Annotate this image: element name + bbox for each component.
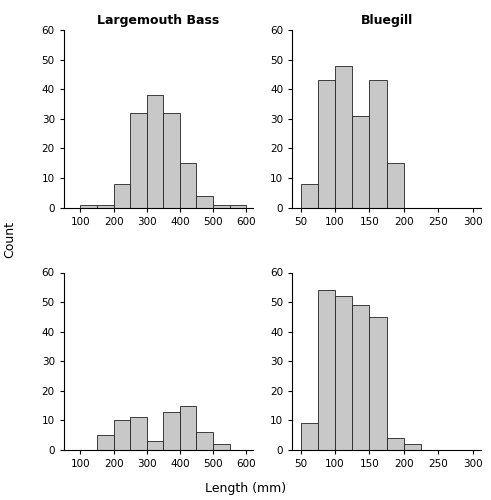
- Text: Count: Count: [3, 222, 16, 258]
- Bar: [180, 406, 196, 450]
- Bar: [318, 80, 335, 208]
- Bar: [147, 441, 164, 450]
- Bar: [147, 95, 164, 208]
- Bar: [164, 113, 180, 208]
- Bar: [213, 444, 230, 450]
- Bar: [97, 204, 113, 208]
- Bar: [404, 444, 421, 450]
- Bar: [300, 424, 318, 450]
- Bar: [300, 184, 318, 208]
- Bar: [113, 184, 130, 208]
- Bar: [369, 317, 387, 450]
- Bar: [164, 412, 180, 450]
- Bar: [180, 163, 196, 208]
- Bar: [130, 418, 147, 450]
- Bar: [318, 290, 335, 450]
- Bar: [387, 163, 404, 208]
- Bar: [81, 204, 97, 208]
- Bar: [369, 80, 387, 208]
- Bar: [196, 432, 213, 450]
- Bar: [196, 196, 213, 207]
- Bar: [130, 113, 147, 208]
- Bar: [335, 66, 352, 208]
- Bar: [213, 204, 230, 208]
- Bar: [113, 420, 130, 450]
- Bar: [352, 116, 369, 208]
- Bar: [230, 204, 246, 208]
- Text: Length (mm): Length (mm): [205, 482, 286, 495]
- Bar: [335, 296, 352, 450]
- Title: Bluegill: Bluegill: [360, 14, 413, 28]
- Bar: [97, 435, 113, 450]
- Bar: [387, 438, 404, 450]
- Title: Largemouth Bass: Largemouth Bass: [97, 14, 219, 28]
- Bar: [352, 305, 369, 450]
